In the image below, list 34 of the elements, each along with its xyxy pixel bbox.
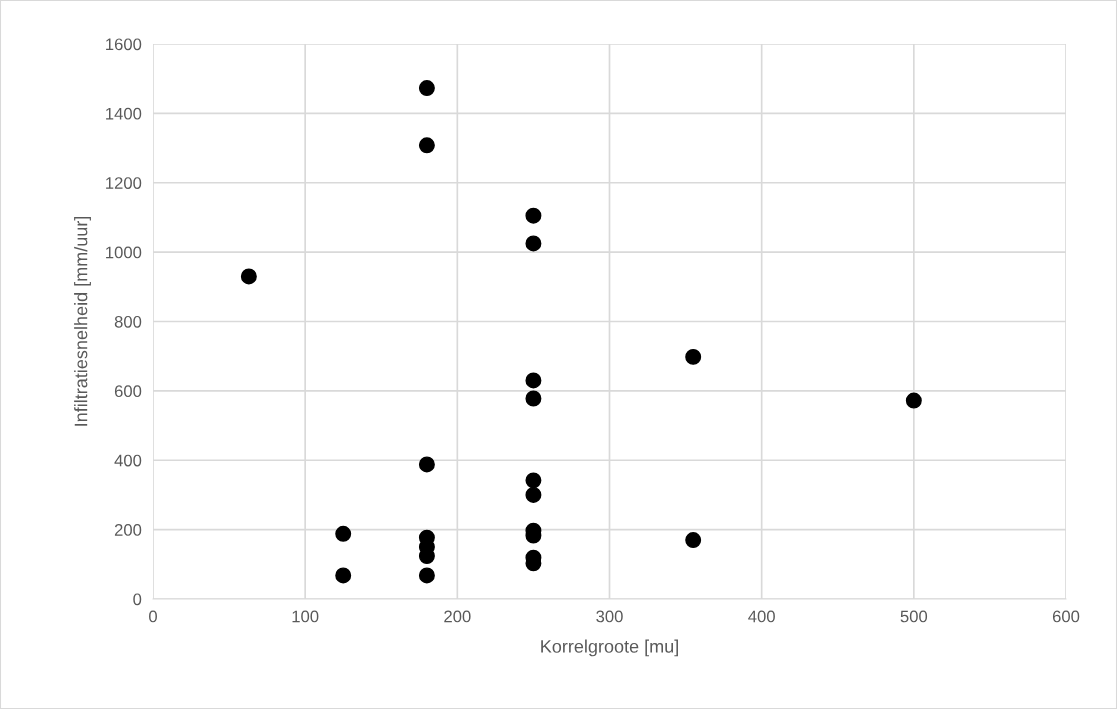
x-tick-label: 200 (444, 610, 471, 623)
y-tick-label: 1400 (106, 107, 142, 120)
y-tick-label: 800 (114, 315, 142, 328)
x-tick-label: 0 (149, 610, 157, 623)
y-tick-label: 1600 (106, 38, 142, 51)
x-axis-title: Korrelgroote [mu] (541, 639, 678, 657)
point (418, 456, 435, 473)
point (525, 390, 542, 407)
y-tick-label: 1000 (106, 246, 142, 259)
point (525, 486, 542, 503)
y-tick-label: 400 (114, 454, 142, 467)
point (905, 392, 922, 409)
point (240, 268, 257, 285)
x-tick-label: 600 (1052, 610, 1080, 623)
point (685, 532, 702, 549)
y-axis-title: Infiltratiesnelheid [mm/uur] (74, 216, 91, 426)
point (685, 348, 702, 365)
x-tick-label: 500 (900, 610, 928, 623)
y-tick-label: 0 (133, 593, 142, 606)
point (335, 525, 352, 542)
x-tick-label: 100 (292, 610, 319, 623)
point (418, 567, 435, 584)
point (525, 207, 542, 224)
point (525, 372, 542, 389)
x-tick-label: 400 (748, 610, 775, 623)
point (418, 80, 435, 97)
x-tick-label: 300 (596, 610, 623, 623)
y-tick-label: 200 (114, 524, 142, 536)
point (418, 137, 435, 154)
y-tick-label: 600 (114, 385, 142, 398)
point (525, 472, 542, 489)
y-tick-label: 1200 (106, 177, 142, 189)
point (525, 235, 542, 252)
point (335, 567, 352, 584)
